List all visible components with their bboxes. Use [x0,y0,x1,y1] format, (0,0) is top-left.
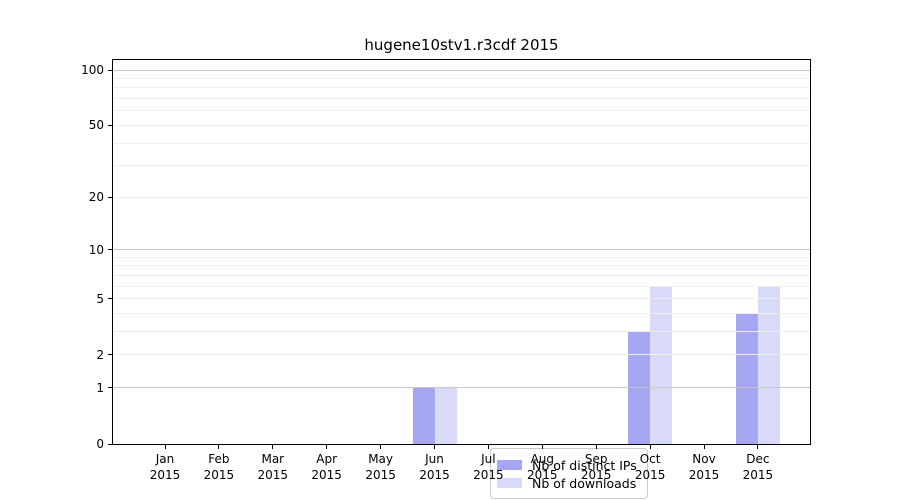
x-axis-tick-label: May 2015 [351,451,411,483]
y-axis-tick [108,443,112,445]
month-label: Sep [584,452,608,466]
x-axis-tick-label: Jun 2015 [405,451,465,483]
y-axis-tick-label: 2 [96,347,104,362]
year-label: 2015 [634,468,666,482]
year-label: 2015 [580,468,612,482]
gridline [113,256,810,258]
y-axis-tick-label: 0 [96,437,104,451]
gridline [113,354,810,356]
y-axis-tick-label: 100 [81,63,104,77]
year-label: 2015 [149,468,181,482]
month-label: Jan [155,452,175,466]
gridline [113,98,810,100]
x-axis-tick [434,445,435,449]
gridline [113,77,810,79]
month-label: Aug [530,452,555,466]
y-axis-tick [108,69,112,71]
chart-title: hugene10stv1.r3cdf 2015 [364,36,559,54]
x-axis-tick-label: Mar 2015 [243,451,303,483]
x-axis-tick [595,445,597,449]
y-axis-tick [108,124,112,126]
y-axis-tick-label: 1 [96,380,104,395]
x-axis-tick [272,445,274,449]
plot-area: Nb of distinct IPs Nb of downloads [112,59,811,499]
x-axis-tick [541,445,543,449]
gridline [113,196,810,198]
x-axis-tick [380,445,382,449]
legend: Nb of distinct IPs Nb of downloads [490,448,648,499]
y-axis-tick-label: 50 [88,118,104,133]
gridline [113,298,810,300]
bar [412,387,435,444]
legend-label: Nb of distinct IPs [532,457,637,473]
month-label: Apr [316,452,338,466]
year-label: 2015 [742,468,774,482]
x-axis-tick [164,445,166,449]
month-label: Jun [425,452,444,466]
x-axis-tick [487,445,489,449]
x-axis-tick-label: Nov 2015 [674,451,734,483]
y-axis-tick-label: 10 [88,242,104,257]
x-axis-tick [649,445,651,449]
x-axis-tick-label: Dec 2015 [728,451,788,483]
gridline [113,313,810,315]
legend-entry-distinct-ips: Nb of distinct IPs [497,456,641,474]
x-axis-tick-label: Oct 2015 [620,451,680,483]
gridline [113,265,810,267]
gridline [113,87,810,89]
downloads-swatch-icon [497,478,522,488]
x-axis-tick [703,445,705,449]
gridline [113,285,810,287]
bar [735,313,758,444]
x-axis-tick-label: Jan 2015 [135,451,195,483]
gridline [113,387,810,389]
month-label: Oct [639,452,661,466]
year-label: 2015 [473,468,504,482]
gridline [113,275,810,276]
year-label: 2015 [311,468,342,482]
y-axis-tick [108,249,112,251]
bar [757,286,780,444]
gridline [113,69,810,71]
month-label: Nov [692,452,716,466]
x-axis-tick [757,445,759,449]
y-axis-tick [108,196,112,198]
year-label: 2015 [419,468,450,482]
month-label: Jul [481,452,496,466]
gridline [113,142,810,144]
y-axis-tick-label: 5 [96,291,104,306]
x-axis-tick-label: Feb 2015 [189,451,249,483]
month-label: Mar [261,452,285,466]
year-label: 2015 [203,468,235,482]
bar [434,387,457,444]
distinct-ips-swatch-icon [497,460,522,470]
year-label: 2015 [688,468,720,482]
gridline [113,249,810,251]
y-axis-tick-label: 20 [88,190,104,205]
x-axis-tick-label: Aug 2015 [512,451,572,483]
year-label: 2015 [257,468,289,482]
x-axis-tick-label: Jul 2015 [458,451,518,483]
x-axis-tick-label: Sep 2015 [566,451,626,483]
month-label: Dec [746,452,770,466]
legend-entry-downloads: Nb of downloads [497,474,641,492]
y-axis-tick [108,387,112,389]
month-label: Feb [208,452,230,466]
y-axis-tick [108,298,112,300]
gridline [113,165,810,167]
legend-label: Nb of downloads [532,475,637,491]
gridline [113,110,810,112]
year-label: 2015 [365,468,396,482]
year-label: 2015 [527,468,558,482]
x-axis-tick-label: Apr 2015 [297,451,357,483]
month-label: May [368,452,393,466]
gridline [113,331,810,333]
bar [650,286,673,444]
y-axis-tick [108,354,112,356]
x-axis-tick [218,445,220,449]
gridline [113,124,810,126]
x-axis-tick [326,445,328,449]
